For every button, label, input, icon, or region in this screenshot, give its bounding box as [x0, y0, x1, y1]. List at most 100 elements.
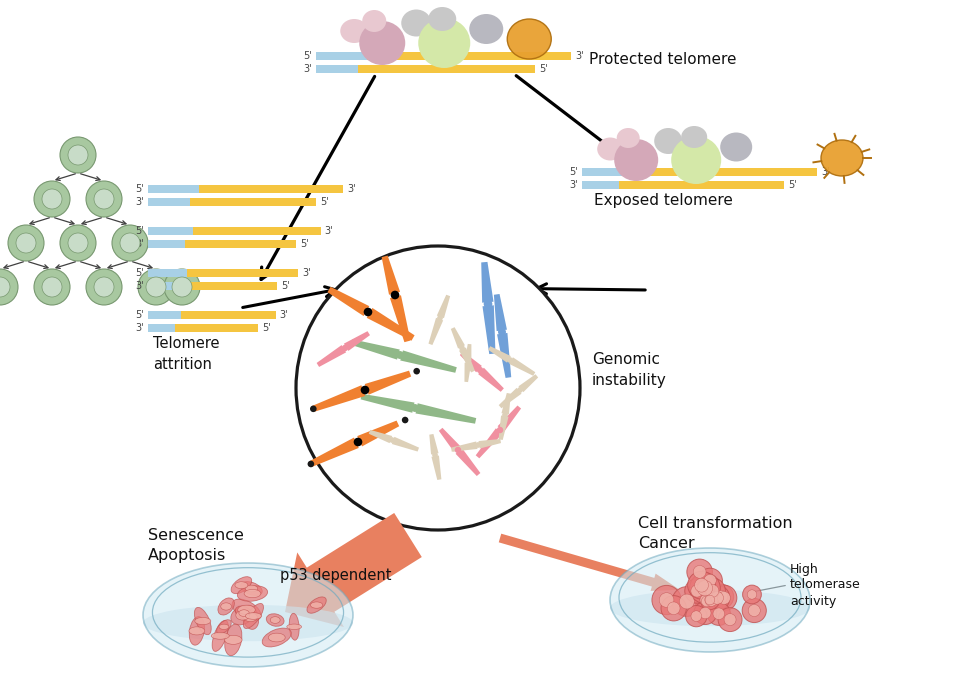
Ellipse shape — [244, 589, 261, 598]
Polygon shape — [478, 367, 504, 392]
Text: 5': 5' — [304, 51, 312, 61]
Ellipse shape — [189, 627, 205, 635]
Polygon shape — [365, 371, 411, 395]
Text: Genomic
instability: Genomic instability — [592, 352, 667, 388]
Polygon shape — [369, 430, 392, 443]
Ellipse shape — [120, 233, 140, 253]
Circle shape — [711, 585, 737, 611]
Circle shape — [308, 460, 314, 467]
Text: 5': 5' — [301, 240, 309, 249]
Circle shape — [691, 611, 701, 622]
Polygon shape — [429, 434, 439, 454]
Text: 3': 3' — [575, 51, 583, 61]
Ellipse shape — [8, 225, 44, 261]
Text: 5': 5' — [320, 197, 329, 208]
Polygon shape — [312, 385, 365, 412]
Circle shape — [342, 345, 349, 351]
Text: 3': 3' — [302, 268, 310, 279]
Circle shape — [652, 585, 681, 615]
Text: 5': 5' — [788, 180, 797, 191]
Bar — [180, 282, 277, 290]
Ellipse shape — [307, 597, 327, 613]
Text: 3': 3' — [569, 180, 578, 191]
Ellipse shape — [617, 128, 640, 148]
Bar — [358, 65, 536, 73]
Circle shape — [507, 357, 513, 363]
Polygon shape — [437, 295, 450, 318]
Ellipse shape — [68, 145, 88, 165]
Ellipse shape — [720, 133, 752, 161]
Ellipse shape — [68, 233, 88, 253]
Circle shape — [310, 406, 316, 412]
Circle shape — [700, 590, 719, 610]
Ellipse shape — [507, 19, 551, 59]
Polygon shape — [483, 305, 495, 354]
Polygon shape — [317, 345, 346, 367]
Ellipse shape — [268, 633, 285, 642]
Polygon shape — [392, 437, 419, 451]
Ellipse shape — [172, 277, 192, 297]
Polygon shape — [489, 346, 511, 363]
Ellipse shape — [60, 137, 96, 173]
Circle shape — [668, 602, 680, 615]
Polygon shape — [357, 421, 399, 447]
Ellipse shape — [238, 605, 255, 615]
Bar — [582, 168, 627, 176]
Ellipse shape — [469, 14, 503, 44]
Bar — [185, 240, 296, 248]
Circle shape — [707, 602, 730, 626]
Circle shape — [698, 587, 724, 613]
Text: Protected telomere: Protected telomere — [589, 53, 737, 68]
Circle shape — [401, 417, 408, 423]
Ellipse shape — [239, 610, 249, 617]
Ellipse shape — [94, 277, 114, 297]
Bar — [367, 52, 571, 60]
Circle shape — [742, 598, 766, 623]
Polygon shape — [328, 287, 369, 316]
Polygon shape — [476, 428, 502, 458]
Circle shape — [685, 579, 709, 603]
Ellipse shape — [242, 605, 259, 629]
Text: 5': 5' — [569, 167, 578, 178]
Ellipse shape — [194, 617, 211, 625]
Circle shape — [296, 246, 580, 530]
Ellipse shape — [232, 599, 261, 621]
Polygon shape — [381, 255, 400, 295]
Polygon shape — [428, 318, 444, 345]
Ellipse shape — [146, 277, 166, 297]
Polygon shape — [494, 294, 507, 331]
Ellipse shape — [225, 624, 242, 656]
Text: p53 dependent: p53 dependent — [280, 568, 392, 583]
Ellipse shape — [86, 181, 122, 217]
Polygon shape — [344, 331, 370, 351]
FancyArrow shape — [499, 533, 680, 591]
Circle shape — [748, 604, 761, 617]
Text: 3': 3' — [135, 281, 144, 292]
Circle shape — [690, 573, 720, 604]
Bar — [190, 198, 316, 206]
Polygon shape — [497, 406, 521, 432]
Circle shape — [679, 594, 695, 609]
Ellipse shape — [614, 139, 658, 181]
Text: 3': 3' — [304, 64, 312, 74]
Polygon shape — [518, 374, 538, 392]
Ellipse shape — [243, 613, 257, 622]
Circle shape — [696, 590, 718, 613]
Polygon shape — [498, 415, 509, 440]
FancyArrow shape — [285, 513, 422, 627]
Circle shape — [713, 608, 724, 619]
Ellipse shape — [238, 586, 267, 601]
Circle shape — [466, 359, 470, 365]
Bar — [316, 65, 358, 73]
Polygon shape — [459, 348, 475, 372]
Ellipse shape — [289, 613, 299, 640]
Ellipse shape — [86, 269, 122, 305]
Ellipse shape — [245, 613, 262, 619]
Polygon shape — [509, 357, 536, 376]
Circle shape — [672, 587, 701, 616]
Circle shape — [475, 442, 481, 448]
Ellipse shape — [60, 225, 96, 261]
Ellipse shape — [236, 611, 249, 620]
Ellipse shape — [597, 137, 624, 161]
Polygon shape — [390, 295, 410, 342]
